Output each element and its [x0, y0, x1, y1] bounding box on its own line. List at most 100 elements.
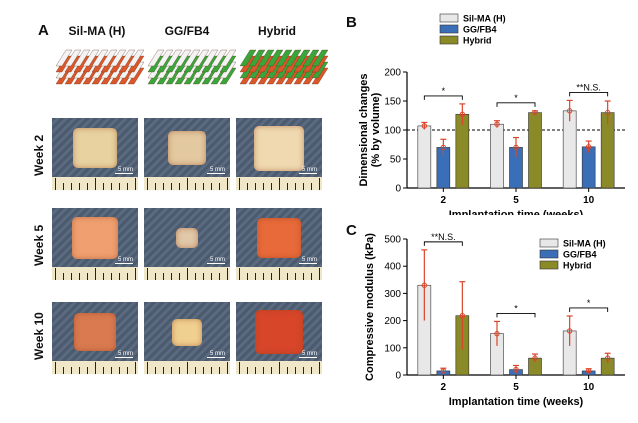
x-tick-label: 2	[441, 195, 447, 206]
photo-week2-col0: 5 mm	[52, 302, 138, 374]
data-point	[585, 368, 592, 374]
photo-week2-col1: 5 mm	[144, 302, 230, 374]
data-point	[604, 109, 611, 116]
legend-label: GG/FB4	[563, 250, 597, 260]
column-title-hybrid: Hybrid	[257, 24, 296, 38]
scale-bar: 5 mm	[115, 257, 133, 264]
ruler	[236, 267, 322, 280]
scaffold-render-hybrid	[239, 49, 328, 85]
ruler	[52, 267, 138, 280]
bar	[490, 123, 504, 189]
data-point	[421, 282, 428, 288]
data-point	[532, 109, 538, 116]
scale-bar: 5 mm	[207, 167, 225, 174]
scale-bar: 5 mm	[207, 351, 225, 358]
ruler	[144, 361, 230, 374]
data-point	[513, 144, 519, 151]
ruler	[144, 267, 230, 280]
data-point	[532, 355, 538, 361]
scaffold-render-ggfb4	[147, 49, 236, 85]
photo-week2-col2: 5 mm	[236, 302, 322, 374]
x-axis-label: Implantation time (weeks)	[449, 396, 584, 408]
y-axis-label: Dimensional changes(% by volume)	[358, 73, 382, 186]
y-tick-label: 0	[395, 371, 401, 382]
scale-bar: 5 mm	[115, 351, 133, 358]
ruler	[144, 177, 230, 190]
x-tick-label: 5	[513, 195, 519, 206]
significance-bracket	[423, 95, 463, 100]
significance-bracket	[423, 241, 463, 246]
scaffold-sample	[257, 218, 301, 258]
significance-bracket	[569, 307, 609, 312]
legend-swatch	[539, 238, 559, 248]
column-title-silma: Sil-MA (H)	[68, 24, 126, 38]
legend-label: Hybrid	[463, 36, 492, 46]
week-label-10: Week 10	[32, 312, 46, 360]
scaffold-sample	[72, 217, 118, 259]
legend-swatch	[439, 24, 459, 34]
bar	[528, 112, 542, 189]
scaffold-sample	[255, 310, 303, 354]
significance-label: *	[514, 93, 518, 103]
significance-label: *	[514, 303, 518, 313]
ruler	[52, 361, 138, 374]
data-point	[566, 328, 573, 334]
data-point	[513, 366, 519, 373]
bar	[581, 146, 596, 189]
legend-label: Sil-MA (H)	[563, 239, 606, 249]
legend-swatch	[539, 260, 559, 270]
data-point	[459, 111, 466, 118]
ruler	[236, 361, 322, 374]
scaffold-sample	[168, 130, 206, 166]
y-tick-label: 100	[384, 343, 401, 354]
panel-label-b: B	[346, 14, 357, 31]
scale-bar: 5 mm	[207, 257, 225, 264]
data-point	[440, 144, 447, 151]
panel-label-c: C	[346, 222, 357, 239]
data-point	[604, 355, 611, 361]
scaffold-sample	[73, 128, 117, 168]
data-point	[566, 108, 573, 114]
scale-bar: 5 mm	[299, 351, 317, 358]
legend-label: Sil-MA (H)	[463, 14, 506, 24]
scaffold-sample	[176, 228, 198, 248]
significance-bracket	[496, 312, 536, 318]
data-point	[440, 368, 447, 374]
significance-bracket	[496, 102, 536, 107]
week-label-5: Week 5	[32, 224, 46, 266]
legend-swatch	[539, 249, 559, 259]
panel-label-a: A	[38, 22, 49, 39]
y-tick-label: 150	[384, 97, 401, 108]
legend-swatch	[439, 13, 459, 23]
photo-week1-col0: 5 mm	[52, 208, 138, 280]
y-axis-label: Compressive modulus (kPa)	[364, 233, 376, 381]
y-tick-label: 400	[384, 262, 401, 273]
x-tick-label: 5	[513, 382, 519, 393]
x-tick-label: 10	[583, 195, 595, 206]
bar	[455, 114, 470, 189]
bar	[562, 110, 577, 189]
ruler	[52, 177, 138, 190]
data-point	[494, 330, 500, 337]
chart-dimensional-changes: 0 50 100 150 200 2 * 5 * 10 **N.S. Implantation tim…	[358, 13, 625, 215]
column-title-ggfb4: GG/FB4	[164, 24, 210, 38]
y-tick-label: 0	[395, 184, 401, 195]
photo-week0-col1: 5 mm	[144, 118, 230, 190]
significance-label: *	[587, 298, 591, 308]
photo-week1-col2: 5 mm	[236, 208, 322, 280]
significance-label: **N.S.	[431, 232, 456, 242]
legend-label: Hybrid	[563, 261, 592, 271]
y-tick-label: 500	[384, 235, 401, 246]
data-point	[494, 121, 500, 127]
scaffold-sample	[74, 313, 116, 351]
legend-swatch	[439, 35, 459, 45]
scale-bar: 5 mm	[299, 167, 317, 174]
significance-label: *	[442, 86, 446, 96]
scale-bar: 5 mm	[115, 167, 133, 174]
y-tick-label: 50	[390, 155, 402, 166]
bar	[417, 125, 432, 189]
data-point	[585, 144, 592, 150]
significance-bracket	[569, 91, 609, 97]
y-tick-label: 200	[384, 68, 401, 79]
x-tick-label: 2	[441, 382, 447, 393]
